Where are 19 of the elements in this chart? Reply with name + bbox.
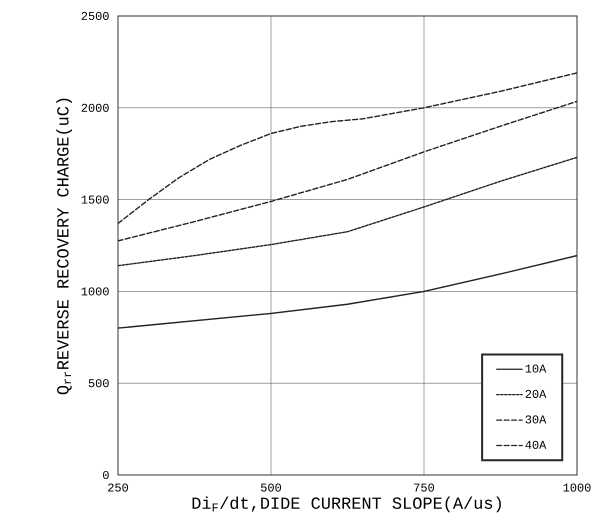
line-series [118, 72, 577, 224]
y-tick-label: 2000 [82, 104, 109, 112]
y-tick-label: 0 [103, 470, 109, 480]
x-tick-label: 250 [108, 484, 128, 492]
y-tick-label: 1000 [82, 287, 109, 296]
line-series [118, 100, 577, 242]
x-tick-label: 750 [414, 484, 434, 492]
line-series [118, 156, 577, 266]
legend-label: 40A [525, 440, 546, 449]
y-tick-label: 2500 [82, 12, 109, 20]
y-tick-label: 1500 [82, 196, 109, 204]
legend-label: 30A [526, 415, 546, 424]
y-axis-title: Q$_{rr}$REVERSE RECOVERY CHARGE(uC) [56, 98, 72, 394]
x-tick-label: 500 [260, 484, 282, 492]
x-axis-title: Di$_{F}$/dt,DIDE CURRENT SLOPE(A/us) [192, 496, 501, 512]
legend-label: 20A [526, 390, 546, 398]
x-tick-label: 1000 [564, 484, 591, 492]
legend-label: 10A [526, 364, 546, 373]
y-tick-label: 500 [88, 379, 109, 388]
